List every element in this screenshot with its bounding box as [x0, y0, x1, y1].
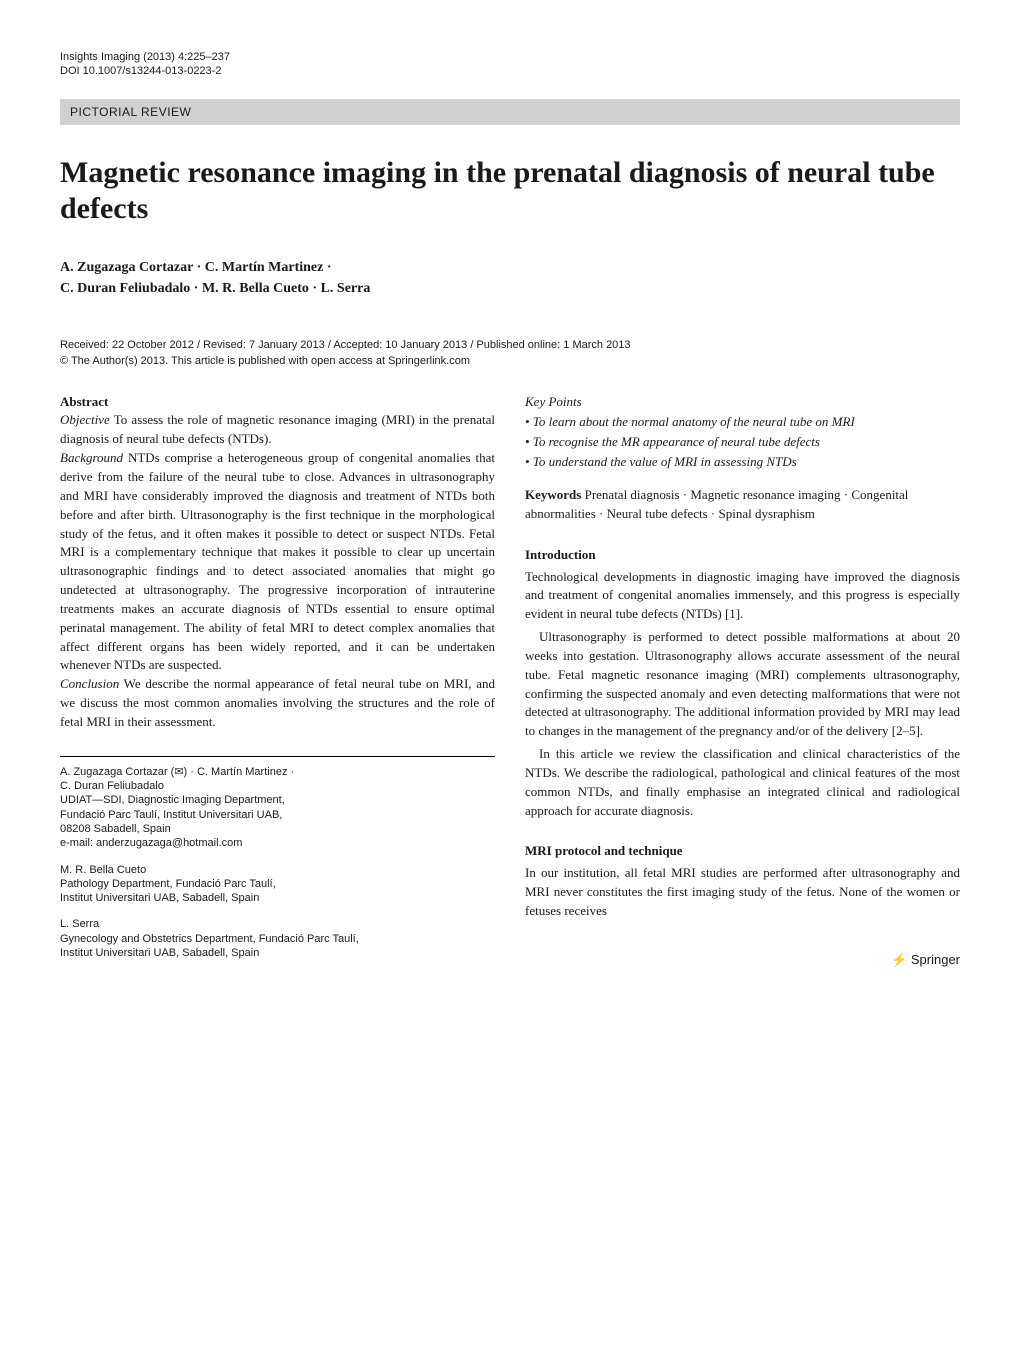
abstract: Abstract Objective To assess the role of… [60, 393, 495, 732]
affil-3-line-1: L. Serra [60, 917, 495, 931]
authors-line-1: A. Zugazaga Cortazar · C. Martín Martine… [60, 257, 960, 278]
affil-3-line-2: Gynecology and Obstetrics Department, Fu… [60, 932, 495, 946]
article-title: Magnetic resonance imaging in the prenat… [60, 155, 960, 227]
affil-2-line-3: Institut Universitari UAB, Sabadell, Spa… [60, 891, 495, 905]
journal-doi: DOI 10.1007/s13244-013-0223-2 [60, 64, 960, 78]
conclusion-text: We describe the normal appearance of fet… [60, 676, 495, 729]
section-banner: PICTORIAL REVIEW [60, 99, 960, 125]
copyright: © The Author(s) 2013. This article is pu… [60, 355, 960, 367]
affil-1-line-2: C. Duran Feliubadalo [60, 779, 495, 793]
authors-line-2: C. Duran Feliubadalo · M. R. Bella Cueto… [60, 278, 960, 299]
abstract-label: Abstract [60, 394, 108, 409]
key-point-3: • To understand the value of MRI in asse… [525, 453, 960, 472]
left-column: Abstract Objective To assess the role of… [60, 393, 495, 973]
authors-block: A. Zugazaga Cortazar · C. Martín Martine… [60, 257, 960, 299]
affiliation-group-3: L. Serra Gynecology and Obstetrics Depar… [60, 917, 495, 960]
affil-3-line-3: Institut Universitari UAB, Sabadell, Spa… [60, 946, 495, 960]
background-label: Background [60, 450, 123, 465]
keywords-text: Prenatal diagnosis · Magnetic resonance … [525, 487, 908, 521]
journal-header: Insights Imaging (2013) 4:225–237 DOI 10… [60, 50, 960, 79]
affiliation-group-1: A. Zugazaga Cortazar (✉) · C. Martín Mar… [60, 765, 495, 851]
article-dates: Received: 22 October 2012 / Revised: 7 J… [60, 339, 960, 351]
affiliations: A. Zugazaga Cortazar (✉) · C. Martín Mar… [60, 756, 495, 961]
affil-1-line-5: 08208 Sabadell, Spain [60, 822, 495, 836]
protocol-heading: MRI protocol and technique [525, 842, 960, 861]
two-column-layout: Abstract Objective To assess the role of… [60, 393, 960, 973]
objective-text: To assess the role of magnetic resonance… [60, 412, 495, 446]
affil-1-line-3: UDIAT—SDI, Diagnostic Imaging Department… [60, 793, 495, 807]
keywords: Keywords Prenatal diagnosis · Magnetic r… [525, 486, 960, 524]
keywords-label: Keywords [525, 487, 581, 502]
introduction-heading: Introduction [525, 546, 960, 565]
protocol-p1: In our institution, all fetal MRI studie… [525, 864, 960, 921]
journal-citation: Insights Imaging (2013) 4:225–237 [60, 50, 960, 64]
right-column: Key Points • To learn about the normal a… [525, 393, 960, 973]
key-point-2: • To recognise the MR appearance of neur… [525, 433, 960, 452]
affiliation-group-2: M. R. Bella Cueto Pathology Department, … [60, 863, 495, 906]
key-point-1: • To learn about the normal anatomy of t… [525, 413, 960, 432]
key-points-list: • To learn about the normal anatomy of t… [525, 413, 960, 472]
affil-1-line-1: A. Zugazaga Cortazar (✉) · C. Martín Mar… [60, 765, 495, 779]
affil-2-line-1: M. R. Bella Cueto [60, 863, 495, 877]
publisher-logo: ⚡ Springer [525, 951, 960, 970]
objective-label: Objective [60, 412, 110, 427]
key-points-heading: Key Points [525, 393, 960, 412]
background-text: NTDs comprise a heterogeneous group of c… [60, 450, 495, 672]
intro-p1: Technological developments in diagnostic… [525, 568, 960, 625]
affil-2-line-2: Pathology Department, Fundació Parc Taul… [60, 877, 495, 891]
affil-1-line-4: Fundació Parc Taulí, Institut Universita… [60, 808, 495, 822]
affil-1-email: e-mail: anderzugazaga@hotmail.com [60, 836, 495, 850]
conclusion-label: Conclusion [60, 676, 119, 691]
intro-p3: In this article we review the classifica… [525, 745, 960, 820]
intro-p2: Ultrasonography is performed to detect p… [525, 628, 960, 741]
